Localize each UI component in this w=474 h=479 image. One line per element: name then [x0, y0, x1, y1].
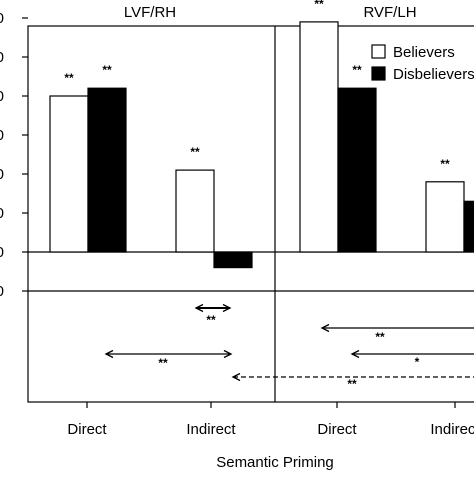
- x-tick-indirect-left: Indirect: [186, 421, 236, 438]
- panel-title-rvf-lh: RVF/LH: [363, 4, 416, 21]
- comparison-arrowhead-left-p0-0: [194, 303, 204, 313]
- sig-label-p1-0: **: [314, 0, 324, 11]
- bar-p0-believers-direct: [49, 95, 89, 253]
- sig-label-p1-1: **: [352, 63, 362, 77]
- y-tick-label-0: -10: [0, 283, 4, 300]
- sig-label-p0-0: **: [64, 71, 74, 85]
- comparison-arrowhead-left-p1-0: [320, 323, 330, 333]
- y-tick-label-3: 20: [0, 166, 4, 183]
- x-axis-title: Semantic Priming: [216, 454, 334, 471]
- bar-p0-disbelievers-indirect: [213, 251, 253, 269]
- comparison-label-p1-1: *: [415, 355, 420, 369]
- comparison-label-p1-0: **: [375, 330, 385, 344]
- comparison-label-p1-2: **: [347, 377, 357, 391]
- bar-p0-believers-indirect: [175, 169, 215, 253]
- bar-p1-believers-indirect: [425, 181, 465, 253]
- legend-label-believers: Believers: [393, 44, 455, 61]
- bar-p1-disbelievers-indirect: [463, 200, 474, 253]
- legend-label-disbelievers: Disbelievers: [393, 66, 474, 83]
- panel-title-lvf-rh: LVF/RH: [124, 4, 176, 21]
- legend: Believers Disbelievers: [371, 44, 474, 83]
- legend-swatch-disbelievers: [371, 66, 386, 81]
- sig-label-p0-1: **: [102, 63, 112, 77]
- comparison-arrowhead-left-p0-1: [104, 349, 114, 359]
- y-tick-label-2: 10: [0, 205, 4, 222]
- sig-label-p1-2: **: [440, 157, 450, 171]
- comparison-arrowhead-left-p1-2: [231, 372, 241, 382]
- y-tick-label-7: 60: [0, 10, 4, 27]
- y-tick-label-1: 0: [0, 244, 4, 261]
- comparison-arrowhead-right-p0-1: [223, 349, 233, 359]
- plot-frame: [27, 25, 474, 403]
- bar-p1-disbelievers-direct: [337, 87, 377, 253]
- x-tick-direct-left: Direct: [67, 421, 107, 438]
- legend-swatch-believers: [371, 44, 386, 59]
- bar-p1-believers-direct: [299, 21, 339, 253]
- comparison-label-p0-1: **: [158, 356, 168, 370]
- sig-label-p0-2: **: [190, 145, 200, 159]
- x-tick-indirect-right: Indirect: [430, 421, 474, 438]
- x-tick-direct-right: Direct: [317, 421, 357, 438]
- y-tick-label-6: 50: [0, 49, 4, 66]
- comparison-arrowhead-right-p0-0: [222, 303, 232, 313]
- comparison-label-p0-0: **: [206, 313, 216, 327]
- y-tick-label-5: 40: [0, 88, 4, 105]
- comparison-arrowhead-left-p1-1: [350, 349, 360, 359]
- bar-p0-disbelievers-direct: [87, 87, 127, 253]
- y-tick-label-4: 30: [0, 127, 4, 144]
